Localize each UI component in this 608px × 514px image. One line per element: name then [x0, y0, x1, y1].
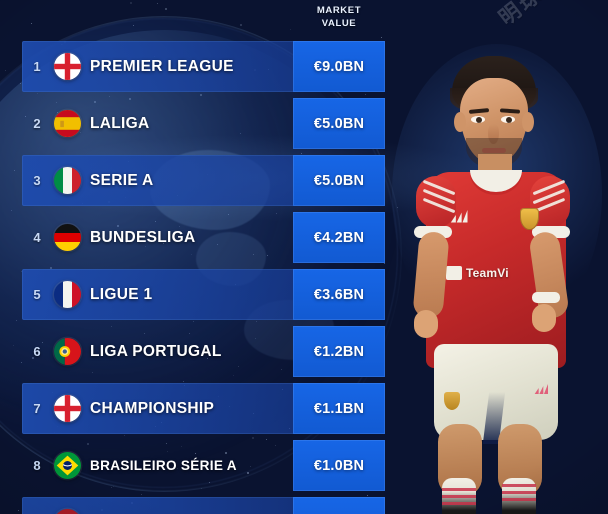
flag-england-icon — [54, 395, 81, 422]
market-value-header: MARKET VALUE — [293, 4, 385, 30]
flag-france-icon — [54, 281, 81, 308]
market-value-cell: €4.2BN — [293, 212, 385, 263]
market-value-cell: €1.0BN — [293, 440, 385, 491]
market-value-cell — [293, 497, 385, 514]
sock-stripe — [442, 495, 476, 498]
market-value-cell: €1.1BN — [293, 383, 385, 434]
shorts-adidas-logo-icon — [534, 382, 550, 395]
sock-stripe — [442, 502, 476, 505]
market-value-header-line2: VALUE — [321, 18, 357, 29]
player-ear-right — [522, 112, 534, 132]
rank-number: 1 — [33, 59, 41, 74]
rank-number: 4 — [33, 230, 41, 245]
league-name: BRASILEIRO SÉRIE A — [90, 458, 237, 473]
flag-portugal-icon — [54, 338, 81, 365]
flag-germany-icon — [54, 224, 81, 251]
sock-stripe — [502, 484, 536, 487]
shirt-sponsor: TeamVi — [444, 262, 548, 284]
player-nose — [488, 124, 499, 144]
rank-number: 9 — [26, 494, 48, 514]
star — [157, 2, 158, 4]
player-mouth — [482, 148, 506, 153]
table-row[interactable]: 3 SERIE A €5.0BN — [0, 152, 608, 209]
sponsor-logo-icon — [444, 266, 462, 280]
player-collar — [470, 170, 522, 192]
league-name: LALIGA — [90, 114, 150, 132]
league-name: LIGUE 1 — [90, 285, 153, 303]
flag-spain-icon — [54, 110, 81, 137]
shorts-crest-icon — [444, 392, 460, 410]
player-wristband — [532, 292, 560, 303]
star — [364, 93, 366, 95]
table-row[interactable]: 4 BUNDESLIGA €4.2BN — [0, 209, 608, 266]
player-photo: TeamVi — [382, 26, 608, 514]
table-row[interactable]: 9 — [0, 494, 608, 514]
flag-netherlands-icon — [54, 509, 81, 514]
star — [17, 509, 19, 511]
star — [141, 494, 143, 496]
league-name: BUNDESLIGA — [90, 228, 196, 246]
player-eye-right — [501, 116, 515, 123]
sock-stripe — [442, 488, 476, 491]
market-value-cell: €3.6BN — [293, 269, 385, 320]
league-name — [90, 494, 290, 514]
rank-number: 3 — [33, 173, 41, 188]
table-row[interactable]: 2 LALIGA €5.0BN — [0, 95, 608, 152]
adidas-logo-icon — [450, 210, 470, 223]
club-crest-icon — [520, 208, 539, 230]
table-row[interactable]: 6 LIGA PORTUGAL €1.2BN — [0, 323, 608, 380]
star — [397, 207, 399, 209]
market-value-cell: €5.0BN — [293, 155, 385, 206]
sock-stripe — [502, 498, 536, 501]
player-pupil-right — [506, 117, 512, 123]
flag-brazil-icon — [54, 452, 81, 479]
league-name: SERIE A — [90, 171, 154, 189]
flag-italy-icon — [54, 167, 81, 194]
star — [289, 29, 291, 31]
league-name: CHAMPIONSHIP — [90, 399, 215, 417]
sock-stripe — [502, 491, 536, 494]
star — [30, 23, 32, 25]
rank-number: 6 — [33, 344, 41, 359]
table-row[interactable]: 7 CHAMPIONSHIP €1.1BN — [0, 380, 608, 437]
star — [5, 69, 7, 71]
rank-number: 5 — [33, 287, 41, 302]
table-row[interactable]: 5 LIGUE 1 €3.6BN — [0, 266, 608, 323]
rank-number: 7 — [33, 401, 41, 416]
star — [165, 7, 168, 10]
table-row[interactable]: 8 BRASILEIRO SÉRIE A €1.0BN — [0, 437, 608, 494]
star — [110, 486, 112, 488]
rank-number: 2 — [33, 116, 41, 131]
player-ear-left — [454, 112, 466, 132]
player-hand-right — [532, 304, 556, 332]
star — [336, 9, 338, 11]
star — [366, 495, 368, 497]
star — [239, 23, 242, 26]
table-row[interactable]: 1 PREMIER LEAGUE €9.0BN — [0, 38, 608, 95]
player-hand-left — [414, 310, 438, 338]
player-eye-left — [471, 116, 485, 123]
flag-england-icon — [54, 53, 81, 80]
star — [130, 2, 133, 5]
sponsor-text: TeamVi — [466, 266, 509, 280]
league-ranking-table: 1 PREMIER LEAGUE €9.0BN 2 LALIGA €5.0BN 3 SERIE… — [0, 38, 608, 514]
market-value-cell: €5.0BN — [293, 98, 385, 149]
market-value-cell: €1.2BN — [293, 326, 385, 377]
rank-number: 8 — [33, 458, 41, 473]
player-pupil-left — [476, 117, 482, 123]
market-value-cell: €9.0BN — [293, 41, 385, 92]
star — [381, 36, 383, 38]
league-name: PREMIER LEAGUE — [90, 57, 234, 75]
league-name: LIGA PORTUGAL — [90, 342, 222, 360]
market-value-header-line1: MARKET — [316, 5, 362, 16]
